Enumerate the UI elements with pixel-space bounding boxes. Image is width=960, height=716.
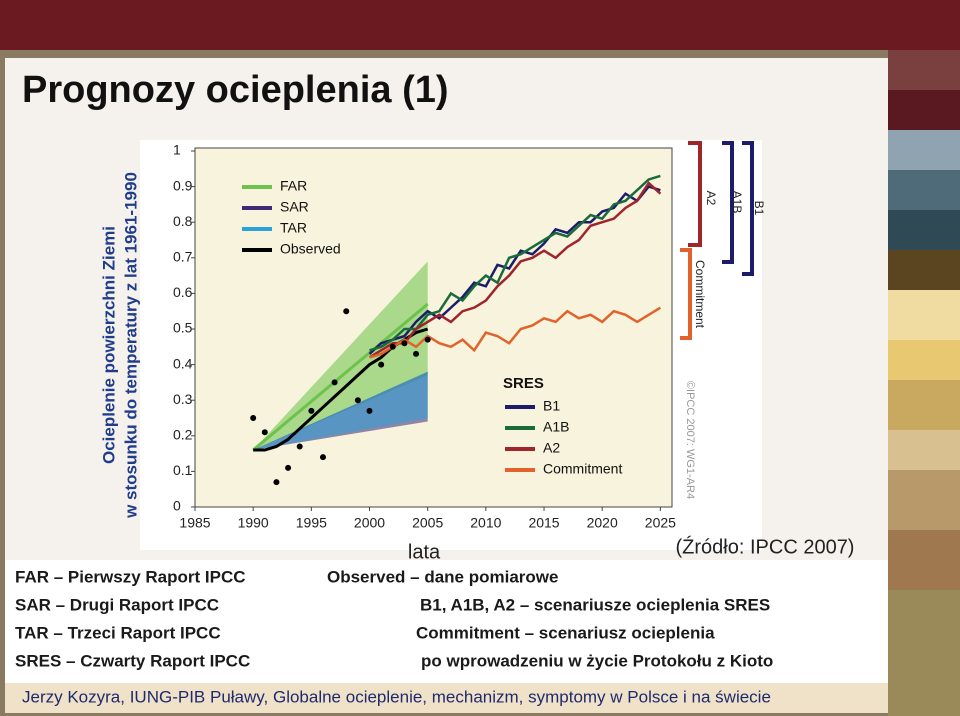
x-tick-label: 1990 — [238, 515, 269, 531]
x-tick-label: 2025 — [645, 515, 676, 531]
y-tick-label: 0.2 — [173, 427, 193, 443]
legend-label: A1B — [543, 419, 569, 435]
observation-dot — [261, 429, 268, 436]
brackets — [680, 141, 754, 340]
line — [369, 306, 662, 359]
legend-label: B1 — [543, 398, 560, 414]
observation-dot — [285, 464, 292, 471]
band — [253, 261, 428, 451]
observation-dot — [250, 415, 257, 421]
note: TAR – Trzeci Raport IPCC — [15, 623, 221, 642]
legend-label: Commitment — [543, 461, 622, 477]
legend-label: A2 — [543, 440, 560, 456]
y-tick-label: 0.9 — [173, 177, 193, 193]
observation-dot — [273, 479, 280, 486]
x-tick-label: 2005 — [412, 515, 443, 531]
y-axis-label-line: w stosunku do temperatury z lat 1961-199… — [121, 172, 140, 519]
footer: Jerzy Kozyra, IUNG-PIB Puławy, Globalne … — [22, 687, 771, 706]
footer-box — [5, 683, 888, 713]
y-tick-label: 1 — [173, 142, 181, 158]
y-tick-label: 0.7 — [173, 249, 193, 265]
observation-dot — [389, 343, 396, 350]
y-axis-label-line: Ocieplenie powierzchni Ziemi — [99, 226, 118, 464]
source: (Źródło: IPCC 2007) — [676, 535, 855, 558]
note: SAR – Drugi Raport IPCC — [15, 595, 219, 614]
annotation: A2 — [704, 191, 718, 206]
legend-label: SAR — [280, 199, 309, 215]
x-tick-label: 1985 — [179, 515, 210, 531]
x-tick-label: 1995 — [296, 515, 327, 531]
note: Commitment – scenariusz ocieplenia — [416, 623, 715, 642]
x-tick-label: 2010 — [470, 515, 501, 531]
observation-dot — [296, 443, 303, 450]
top-band — [0, 0, 960, 50]
legend-title: SRES — [503, 375, 544, 392]
copyright: ©IPCC 2007: WG1-AR4 — [684, 381, 696, 499]
observation-dot — [366, 407, 373, 414]
annotation: B1 — [752, 201, 766, 216]
notes-box — [5, 560, 888, 683]
annotation: Commitment — [693, 260, 707, 329]
y-tick-label: 0.6 — [173, 284, 193, 300]
annotation: A1B — [730, 191, 744, 214]
observation-dot — [401, 340, 408, 347]
slide-title: Prognozy ocieplenia (1) — [22, 69, 449, 111]
y-tick-label: 0.8 — [173, 213, 193, 229]
observation-dot — [354, 397, 361, 404]
observation-dot — [319, 454, 326, 461]
band-mid-line — [252, 302, 429, 452]
line — [368, 181, 662, 359]
y-tick-label: 0.3 — [173, 391, 193, 407]
legend-label: Observed — [280, 241, 341, 257]
note: po wprowadzeniu w życie Protokołu z Kiot… — [421, 651, 773, 670]
y-tick-label: 0.5 — [173, 320, 193, 336]
side-stripes — [888, 50, 960, 716]
y-tick-label: 0.1 — [173, 462, 193, 478]
observation-dot — [413, 350, 420, 357]
y-tick-label: 0.4 — [173, 355, 193, 371]
notes: FAR – Pierwszy Raport IPCC SAR – Drugi R… — [15, 567, 773, 670]
observation-dot — [308, 407, 315, 414]
x-axis-label: lata — [408, 541, 441, 563]
x-tick-label: 2020 — [587, 515, 618, 531]
plot-area — [194, 147, 673, 508]
observation-dot — [343, 308, 350, 315]
x-tick-label: 2015 — [528, 515, 559, 531]
observation-dot — [378, 361, 385, 368]
legend-label: TAR — [280, 220, 307, 236]
y-tick-label: 0 — [173, 498, 181, 514]
x-tick-label: 2000 — [354, 515, 385, 531]
observation-dot — [424, 336, 431, 343]
y-axis-label: Ocieplenie powierzchni Ziemi w stosunku … — [99, 172, 140, 519]
legend-label: FAR — [280, 178, 307, 194]
note: Observed – dane pomiarowe — [327, 567, 558, 586]
note: FAR – Pierwszy Raport IPCC — [15, 567, 246, 586]
note: SRES – Czwarty Raport IPCC — [15, 651, 250, 670]
observation-dot — [331, 379, 338, 386]
note: B1, A1B, A2 – scenariusze ocieplenia SRE… — [420, 595, 770, 614]
